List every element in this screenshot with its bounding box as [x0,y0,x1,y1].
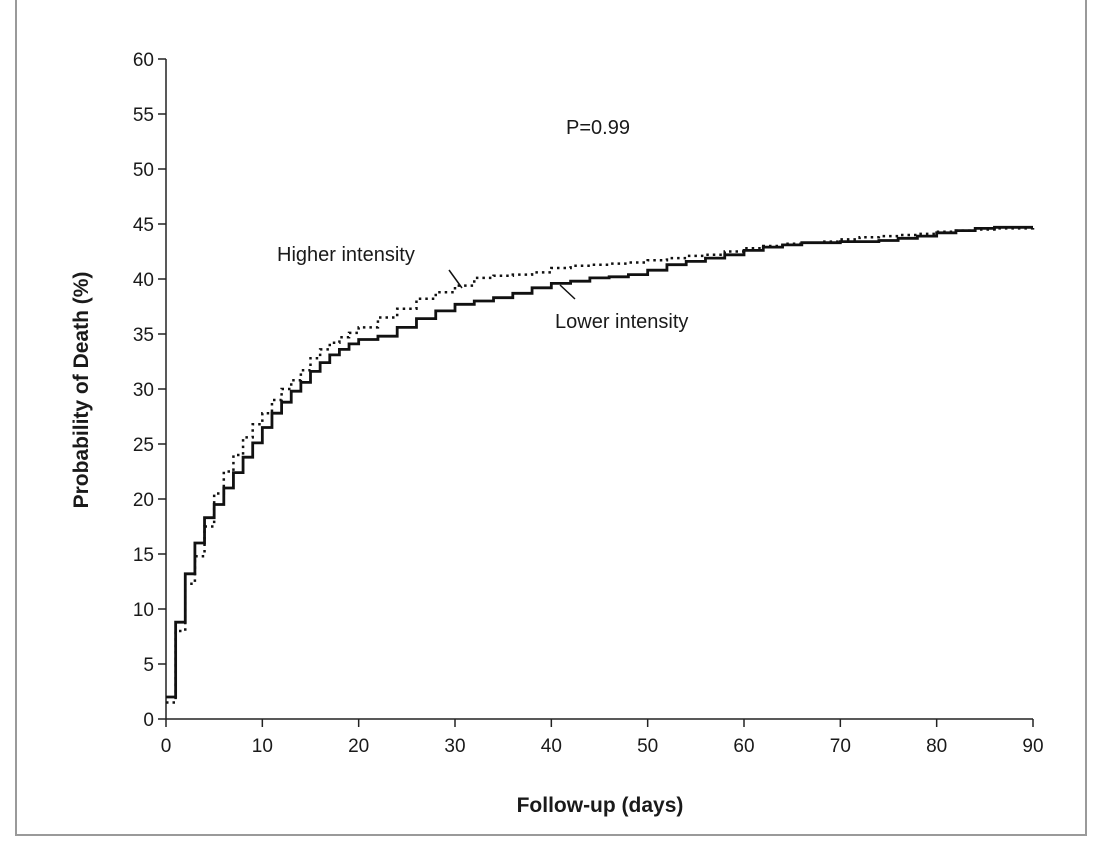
x-tick-label: 70 [830,736,851,757]
p-value-annotation: P=0.99 [566,117,630,139]
x-axis-title: Follow-up (days) [517,794,684,817]
series-line-lower-intensity [166,225,1033,699]
x-tick-label: 40 [541,736,562,757]
y-tick-label: 30 [133,380,154,401]
leader-line-lower-intensity [559,284,576,300]
y-axis-title: Probability of Death (%) [70,272,93,509]
y-tick-label: 55 [133,105,154,126]
y-tick-label: 0 [143,710,154,731]
x-tick-label: 60 [733,736,754,757]
axes [165,59,1033,720]
y-tick-label: 20 [133,490,154,511]
y-tick-label: 45 [133,215,154,236]
series-label-lower-intensity: Lower intensity [555,311,688,333]
y-tick-label: 10 [133,600,154,621]
series-group [166,225,1035,704]
y-tick-label: 35 [133,325,154,346]
y-tick-label: 25 [133,435,154,456]
y-tick-label: 5 [143,655,154,676]
x-tick-label: 20 [348,736,369,757]
y-tick-label: 40 [133,270,154,291]
y-tick-label: 60 [133,50,154,71]
x-tick-label: 30 [444,736,465,757]
series-label-higher-intensity: Higher intensity [277,244,415,266]
x-tick-label: 50 [637,736,658,757]
x-tick-label: 0 [161,736,172,757]
ticks: 0 5 10 15 20 25 30 35 40 45 50 55 60 0 10 20 30 40 50 60 70 8… [133,50,1044,757]
x-tick-label: 10 [252,736,273,757]
leader-line-higher-intensity [448,269,463,289]
x-tick-label: 90 [1022,736,1043,757]
x-tick-label: 80 [926,736,947,757]
series-line-higher-intensity [166,227,1035,704]
figure-frame [15,0,1087,836]
y-tick-label: 50 [133,160,154,181]
y-tick-label: 15 [133,545,154,566]
